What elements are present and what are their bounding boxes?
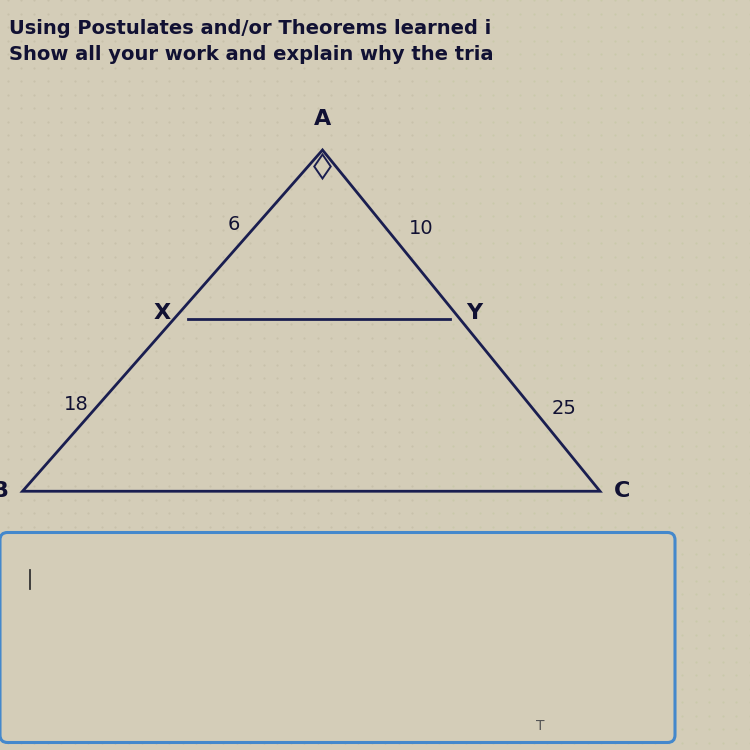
- Text: Show all your work and explain why the tria: Show all your work and explain why the t…: [9, 45, 494, 64]
- Text: X: X: [154, 303, 171, 322]
- Text: T: T: [536, 719, 544, 734]
- Text: 6: 6: [228, 215, 240, 235]
- Text: Using Postulates and/or Theorems learned i: Using Postulates and/or Theorems learned…: [9, 19, 491, 38]
- Text: A: A: [314, 109, 332, 129]
- Text: 25: 25: [551, 399, 576, 418]
- Text: 18: 18: [64, 395, 88, 415]
- Text: B: B: [0, 482, 9, 501]
- FancyBboxPatch shape: [0, 532, 675, 742]
- Text: Y: Y: [466, 303, 483, 322]
- Text: 10: 10: [409, 219, 434, 239]
- Text: C: C: [614, 482, 630, 501]
